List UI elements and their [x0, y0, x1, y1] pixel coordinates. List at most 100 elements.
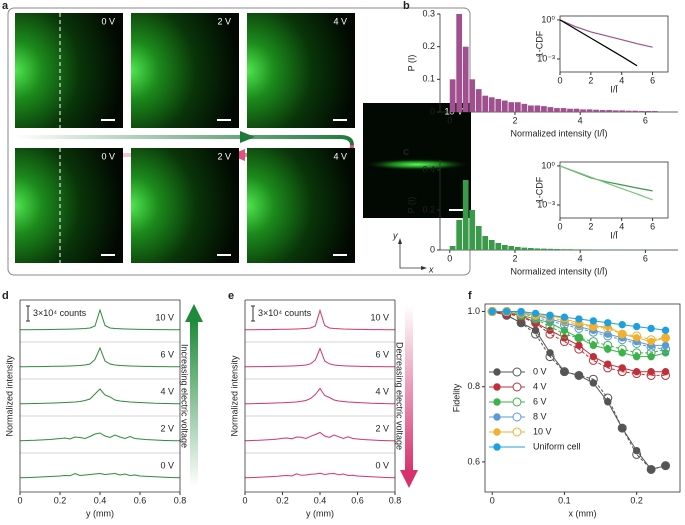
bar: [547, 107, 554, 112]
y-axis-label: Fidelity: [451, 383, 461, 412]
y-axis-label: P (I): [406, 55, 416, 72]
x-axis-label: Normalized intensity (I/Ī): [510, 128, 607, 138]
y-axis-label: Normalized intensity: [4, 355, 14, 437]
bar: [501, 100, 508, 112]
x-axis-label: y (mm): [86, 508, 114, 518]
trace: [19, 432, 181, 442]
marker: [575, 315, 583, 323]
x-tick-label: 6: [643, 253, 648, 263]
y-axis-label: Normalized intensity: [229, 355, 239, 437]
cdf-line: [559, 19, 653, 48]
marker: [661, 461, 671, 471]
bar: [541, 106, 547, 112]
marker: [661, 370, 671, 380]
y-tick-label: 10⁻³: [537, 53, 555, 63]
bar: [573, 249, 580, 250]
marker: [588, 374, 598, 384]
bar: [475, 226, 482, 250]
y-axis-label: 1-CDF: [534, 176, 544, 203]
marker: [559, 329, 569, 339]
axis-indicator: [398, 238, 427, 270]
x-tick-label: 2: [588, 221, 593, 231]
beam: [247, 13, 355, 128]
legend-marker: [493, 368, 501, 376]
bar: [501, 245, 508, 250]
bar: [475, 89, 482, 112]
fidelity-line: [492, 311, 666, 354]
legend-marker: [512, 427, 522, 437]
scale-bar: [251, 305, 255, 322]
beam: [131, 13, 239, 128]
bar: [449, 246, 456, 250]
marker: [603, 340, 613, 350]
marker: [488, 307, 496, 316]
marker: [603, 363, 613, 373]
fidelity-line: [492, 311, 666, 341]
marker: [617, 329, 627, 339]
marker: [661, 344, 671, 354]
marker: [604, 319, 612, 327]
bar: [593, 109, 599, 112]
trace: [19, 472, 181, 479]
x-tick-label: 4: [619, 221, 624, 231]
y-tick-label: 0.1: [422, 74, 435, 84]
trace: [244, 472, 396, 479]
bar: [514, 102, 521, 112]
bar: [541, 248, 547, 250]
x-tick-label: 0: [17, 495, 22, 505]
x-tick-label: 0.2: [54, 495, 67, 505]
marker: [617, 367, 627, 377]
legend-label: 6 V: [533, 396, 547, 406]
arrow-head: [400, 470, 418, 488]
marker: [617, 423, 627, 433]
bar: [514, 247, 521, 250]
axes-frame: [559, 161, 669, 219]
x-tick-label: 0.6: [351, 495, 364, 505]
bar: [580, 249, 586, 250]
x-tick-label: 0.6: [134, 495, 147, 505]
microscope-image: 2 V: [131, 13, 239, 128]
marker: [632, 449, 642, 459]
marker: [617, 344, 627, 354]
trace-label: 10 V: [155, 312, 174, 322]
bar: [599, 110, 606, 112]
x-axis-label: Normalized intensity (I/Ī): [510, 266, 607, 276]
y-tick-label: 1.0: [467, 306, 480, 316]
marker: [661, 326, 670, 335]
microscope-image: 0 V: [15, 148, 123, 263]
trace-label: 10 V: [370, 312, 389, 322]
legend-marker: [493, 443, 501, 451]
voltage-label: 4 V: [333, 151, 347, 161]
bar: [495, 243, 502, 250]
x-tick-label: 0: [490, 495, 495, 505]
scale-bar-label: 3×10⁴ counts: [258, 308, 312, 318]
panel-label: a: [2, 0, 9, 12]
bar: [488, 97, 495, 112]
x-axis-label: I/Ī: [610, 230, 618, 240]
beam: [131, 148, 239, 263]
y-tick-label: 10⁰: [541, 160, 555, 170]
bar: [521, 103, 528, 112]
arrow-head: [185, 304, 203, 322]
y-tick-label: 10⁰: [541, 14, 555, 24]
x-tick-label: 6: [643, 115, 648, 125]
bar: [456, 14, 463, 112]
bar: [528, 105, 534, 112]
microscope-image: 2 V: [131, 148, 239, 263]
marker: [559, 367, 569, 377]
x-tick-label: 0: [557, 221, 562, 231]
legend-marker: [512, 367, 522, 377]
marker: [646, 335, 656, 345]
panel-label: e: [228, 290, 234, 302]
bar: [586, 249, 593, 250]
marker: [646, 464, 656, 474]
marker: [618, 424, 626, 432]
bar: [508, 102, 515, 112]
marker: [632, 369, 642, 379]
arrow-head: [240, 131, 255, 143]
x-tick-label: 0.4: [94, 495, 107, 505]
marker: [661, 461, 670, 470]
beam: [15, 148, 123, 263]
marker: [647, 324, 655, 333]
panel-label: c: [403, 146, 409, 158]
